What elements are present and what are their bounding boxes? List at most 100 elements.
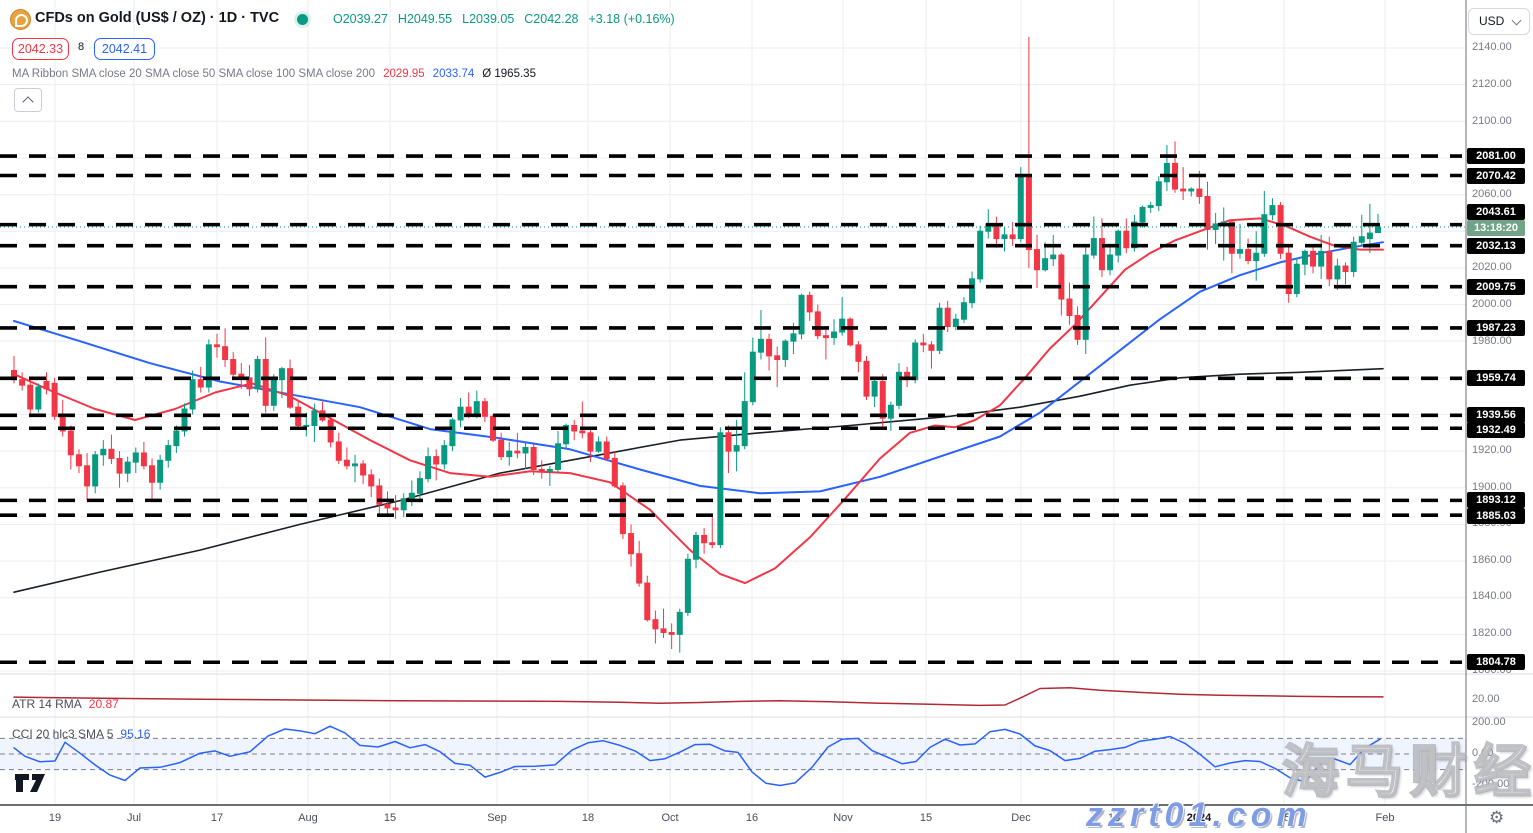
close-value: C2042.28 bbox=[524, 12, 579, 26]
collapse-legend-button[interactable] bbox=[14, 88, 42, 112]
candle-body bbox=[197, 379, 204, 388]
candle-body bbox=[603, 441, 610, 459]
ma-ribbon-label: MA Ribbon SMA close 20 SMA close 50 SMA … bbox=[12, 68, 376, 80]
price-tick: 2140.00 bbox=[1472, 41, 1512, 53]
candle-body bbox=[1326, 250, 1333, 280]
candle-body bbox=[368, 474, 375, 487]
candle-body bbox=[1115, 230, 1122, 256]
high-value: H2049.55 bbox=[397, 12, 453, 26]
candle-body bbox=[652, 619, 659, 630]
ma-ribbon-legend[interactable]: MA Ribbon SMA close 20 SMA close 50 SMA … bbox=[12, 68, 536, 80]
candle-body bbox=[473, 401, 480, 415]
candle-body bbox=[173, 430, 180, 447]
price-tick: 2120.00 bbox=[1472, 78, 1512, 90]
candle-body bbox=[879, 380, 886, 419]
candle-body bbox=[611, 457, 618, 487]
level-price-label: 2070.42 bbox=[1467, 168, 1525, 184]
candle-body bbox=[132, 452, 139, 463]
candle-body bbox=[1163, 162, 1170, 183]
candle-body bbox=[693, 534, 699, 560]
candle-body bbox=[1253, 252, 1260, 262]
sell-bid-button[interactable]: 2042.33 bbox=[12, 38, 69, 60]
candle-body bbox=[222, 346, 229, 361]
level-price-label: 1885.03 bbox=[1467, 508, 1525, 524]
ma-ribbon-sma20-value: 2029.95 bbox=[383, 68, 425, 80]
candle-body bbox=[806, 294, 813, 313]
cci-tick: -200.00 bbox=[1472, 778, 1510, 790]
candle-body bbox=[1196, 188, 1203, 197]
symbol-title[interactable]: CFDs on Gold (US$ / OZ) · 1D · TVC bbox=[35, 10, 280, 26]
candle-body bbox=[1025, 173, 1032, 251]
candle-body bbox=[449, 419, 456, 447]
candle-body bbox=[335, 441, 342, 461]
time-tick: Sep bbox=[487, 812, 507, 824]
currency-dropdown[interactable]: USD bbox=[1468, 8, 1530, 35]
tradingview-logo[interactable] bbox=[14, 772, 48, 799]
level-price-label: 1959.74 bbox=[1467, 370, 1525, 386]
candle-body bbox=[92, 454, 99, 487]
level-price-label: 2081.00 bbox=[1467, 148, 1525, 164]
atr-label: ATR 14 RMA bbox=[12, 697, 82, 711]
candle-body bbox=[465, 406, 472, 415]
candle-body bbox=[1066, 298, 1073, 317]
candle-body bbox=[684, 558, 691, 613]
gear-icon[interactable]: ⚙ bbox=[1489, 808, 1505, 827]
time-tick: Oct bbox=[661, 812, 679, 824]
level-price-label: 1932.49 bbox=[1467, 422, 1525, 438]
candle-body bbox=[1090, 238, 1097, 256]
candle-body bbox=[254, 359, 261, 390]
candle-body bbox=[847, 318, 854, 346]
candle-body bbox=[1318, 250, 1325, 267]
candle-body bbox=[952, 318, 959, 328]
candle-body bbox=[912, 342, 919, 381]
candle-body bbox=[352, 463, 358, 467]
candle-body bbox=[1204, 195, 1211, 230]
cci-legend[interactable]: CCI 20 hlc3 SMA 5 95.16 bbox=[12, 727, 150, 741]
atr-legend[interactable]: ATR 14 RMA 20.87 bbox=[12, 697, 119, 711]
candle-body bbox=[1236, 249, 1243, 254]
buy-ask-button[interactable]: 2042.41 bbox=[94, 38, 155, 60]
price-tick: 1820.00 bbox=[1472, 627, 1512, 639]
candle-body bbox=[481, 401, 488, 417]
candle-body bbox=[676, 611, 683, 635]
candle-body bbox=[181, 408, 188, 432]
candle-body bbox=[1293, 263, 1300, 295]
candle-body bbox=[822, 335, 829, 339]
candle-body bbox=[741, 401, 748, 447]
candle-body bbox=[205, 344, 212, 388]
candle-body bbox=[1147, 205, 1154, 208]
watermark-url: zzrt01.com bbox=[1086, 796, 1312, 833]
level-price-label: 1939.56 bbox=[1467, 407, 1525, 423]
candle-body bbox=[100, 448, 107, 456]
level-price-label: 2009.75 bbox=[1467, 279, 1525, 295]
time-tick: Dec bbox=[1011, 812, 1031, 824]
chevron-up-icon bbox=[22, 96, 34, 108]
candle-body bbox=[75, 454, 82, 467]
candle-body bbox=[270, 379, 277, 406]
gold-symbol-icon bbox=[10, 9, 31, 30]
candle-body bbox=[1277, 205, 1284, 254]
time-tick: Jul bbox=[126, 812, 142, 824]
candle-body bbox=[530, 446, 537, 470]
candle-body bbox=[1131, 221, 1138, 249]
candle-body bbox=[928, 344, 935, 351]
candle-body bbox=[579, 430, 586, 434]
candle-body bbox=[506, 450, 513, 458]
price-tick: 2000.00 bbox=[1472, 298, 1512, 310]
candle-body bbox=[766, 338, 773, 357]
cci-tick: 200.00 bbox=[1472, 716, 1506, 728]
candle-body bbox=[27, 384, 34, 410]
candle-body bbox=[798, 294, 805, 335]
watermark-text: 海马财经 bbox=[1281, 739, 1533, 805]
candle-body bbox=[1098, 238, 1105, 271]
candle-body bbox=[701, 534, 708, 544]
candle-body bbox=[140, 452, 147, 467]
candle-body bbox=[660, 628, 667, 634]
candle-body bbox=[1009, 234, 1016, 240]
cci-label: CCI 20 hlc3 SMA 5 bbox=[12, 727, 114, 741]
candle-body bbox=[1366, 232, 1373, 240]
candle-body bbox=[1042, 258, 1049, 271]
candle-body bbox=[1139, 206, 1146, 223]
candle-body bbox=[157, 459, 164, 483]
